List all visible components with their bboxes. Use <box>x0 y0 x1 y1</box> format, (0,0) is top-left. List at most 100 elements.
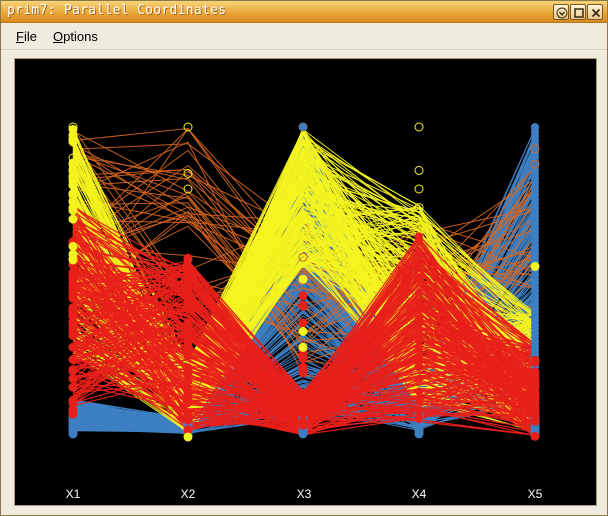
series-line <box>72 303 536 409</box>
data-point <box>68 172 78 182</box>
data-point <box>298 326 308 336</box>
menu-options[interactable]: Options <box>53 29 98 44</box>
data-point <box>68 134 78 144</box>
data-point <box>183 122 193 132</box>
data-point <box>68 396 78 406</box>
data-point <box>530 144 540 154</box>
axis-label-x2: X2 <box>180 487 196 501</box>
menu-file[interactable]: File <box>16 29 37 44</box>
data-point <box>298 258 308 268</box>
data-point <box>68 122 78 132</box>
plot-canvas[interactable] <box>15 59 596 505</box>
axis-label-x5: X5 <box>527 487 543 501</box>
data-point <box>68 180 78 190</box>
data-point <box>183 278 193 288</box>
axis-label-x3: X3 <box>296 487 312 501</box>
data-point <box>298 409 308 419</box>
data-point <box>299 123 307 131</box>
data-point <box>531 123 539 131</box>
data-point <box>183 351 193 361</box>
data-point <box>68 327 78 337</box>
minimize-button[interactable] <box>553 4 569 20</box>
close-button[interactable] <box>587 4 603 20</box>
data-point <box>68 355 78 364</box>
data-point <box>415 273 423 282</box>
data-point <box>183 169 193 178</box>
data-point <box>530 159 540 169</box>
maximize-icon <box>574 8 584 18</box>
data-point <box>68 190 78 200</box>
data-point <box>415 232 423 241</box>
axis-label-x1: X1 <box>65 487 81 501</box>
data-point <box>183 398 193 408</box>
data-point <box>298 154 308 164</box>
data-point <box>298 393 308 403</box>
data-point <box>183 335 193 345</box>
series-line <box>72 284 536 407</box>
data-point <box>68 382 78 392</box>
title-bar[interactable]: prim7: Parallel Coordinates <box>1 1 607 23</box>
data-point <box>530 262 540 271</box>
data-point <box>415 261 423 270</box>
data-point <box>414 165 424 175</box>
data-point <box>415 288 423 297</box>
data-point <box>183 255 193 265</box>
data-point <box>298 342 308 352</box>
axis-points <box>68 122 540 442</box>
data-point <box>68 153 78 163</box>
menu-file-label: ile <box>23 29 37 44</box>
data-point <box>298 274 308 284</box>
data-point <box>414 122 424 132</box>
data-point <box>68 409 78 419</box>
menu-bar: File Options <box>1 24 607 50</box>
data-point <box>183 269 193 279</box>
data-point <box>68 255 78 265</box>
data-point <box>414 184 424 194</box>
data-point <box>298 291 308 301</box>
series-line <box>72 191 536 312</box>
data-point <box>68 374 78 384</box>
data-point <box>530 390 540 399</box>
data-point <box>68 305 78 315</box>
data-point <box>415 305 423 314</box>
data-point <box>68 292 78 302</box>
data-point <box>530 377 540 387</box>
data-point <box>183 288 193 297</box>
data-point <box>183 319 193 329</box>
maximize-button[interactable] <box>570 4 586 20</box>
menu-options-mnemonic: O <box>53 29 64 44</box>
data-point <box>415 362 423 371</box>
data-point <box>530 431 540 441</box>
data-point <box>530 398 540 408</box>
data-point <box>415 343 423 352</box>
data-point <box>298 318 308 328</box>
data-point <box>68 342 78 352</box>
data-point <box>68 158 78 168</box>
chevron-down-icon <box>556 7 568 19</box>
data-point <box>183 299 193 309</box>
data-point <box>183 363 193 373</box>
data-point <box>68 270 78 279</box>
data-point <box>298 420 308 430</box>
data-point <box>415 318 423 327</box>
data-point <box>415 412 423 421</box>
data-point <box>183 184 193 194</box>
menu-file-mnemonic: F <box>16 29 24 44</box>
data-point <box>298 354 308 363</box>
parallel-coordinates-plot[interactable]: X1 X2 X3 X4 X5 <box>14 58 597 506</box>
data-point <box>68 278 78 288</box>
data-point <box>298 252 308 262</box>
data-point <box>68 214 78 224</box>
close-icon <box>591 8 601 18</box>
data-point <box>415 374 423 383</box>
data-point <box>415 332 423 341</box>
data-point <box>68 241 78 251</box>
axis-label-x4: X4 <box>411 487 427 501</box>
data-point <box>415 247 423 256</box>
data-point <box>298 300 308 310</box>
data-point <box>415 387 423 396</box>
data-point <box>183 388 193 398</box>
data-point <box>298 362 308 372</box>
data-point <box>68 365 78 375</box>
